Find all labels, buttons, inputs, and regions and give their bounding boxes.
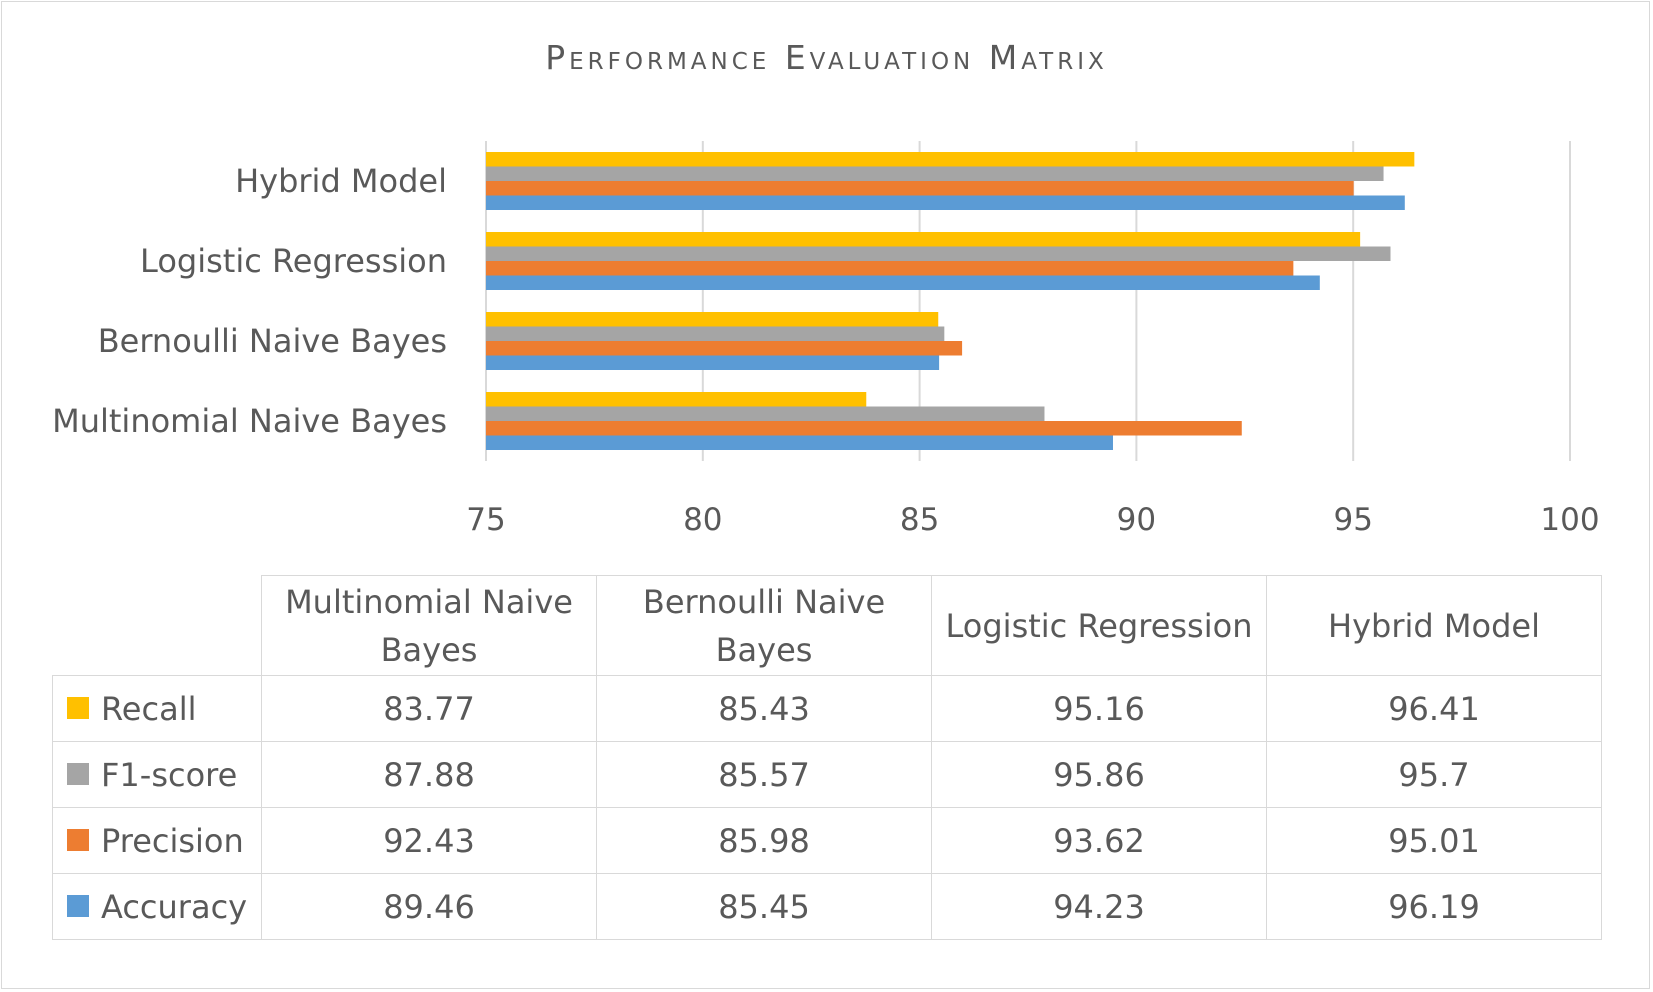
category-label: Multinomial Naive Bayes <box>52 402 447 440</box>
table-header-row: Multinomial Naive Bayes Bernoulli Naive B… <box>52 575 1602 676</box>
table-column-header: Logistic Regression <box>931 575 1267 676</box>
bar-chart: Multinomial Naive Bayes Bernoulli Naive B… <box>52 141 1600 538</box>
bar-f1-score-logistic-regression <box>486 246 1391 261</box>
x-tick-label: 90 <box>1117 502 1156 538</box>
data-table: Multinomial Naive Bayes Bernoulli Naive B… <box>52 575 1602 940</box>
table-row-recall: Recall 83.77 85.43 95.16 96.41 <box>52 675 1602 742</box>
row-header: Precision <box>52 807 262 874</box>
table-row-f1-score: F1-score 87.88 85.57 95.86 95.7 <box>52 741 1602 808</box>
legend-label: Precision <box>101 821 244 860</box>
table-column-header: Hybrid Model <box>1266 575 1602 676</box>
bar-recall-logistic-regression <box>486 232 1361 247</box>
bar-recall-hybrid-model <box>486 152 1415 167</box>
table-row-accuracy: Accuracy 89.46 85.45 94.23 96.19 <box>52 873 1602 940</box>
table-row-precision: Precision 92.43 85.98 93.62 95.01 <box>52 807 1602 874</box>
bar-accuracy-hybrid-model <box>486 195 1405 210</box>
bar-precision-logistic-regression <box>486 261 1294 276</box>
bar-f1-score-multinomial-naive-bayes <box>486 406 1045 421</box>
bar-precision-multinomial-naive-bayes <box>486 421 1242 436</box>
legend-label: F1-score <box>101 755 238 794</box>
bar-accuracy-bernoulli-naive-bayes <box>486 355 940 370</box>
bars <box>486 152 1415 450</box>
table-cell: 95.7 <box>1266 741 1602 808</box>
x-tick-label: 75 <box>466 502 505 538</box>
bar-recall-bernoulli-naive-bayes <box>486 312 939 327</box>
chart-title: Performance Evaluation Matrix <box>545 38 1108 77</box>
table-column-header: Bernoulli Naive Bayes <box>596 575 932 676</box>
x-tick-label: 80 <box>683 502 722 538</box>
row-header: Accuracy <box>52 873 262 940</box>
legend-label: Accuracy <box>101 887 248 926</box>
row-header: Recall <box>52 675 262 742</box>
bar-f1-score-bernoulli-naive-bayes <box>486 326 945 341</box>
legend-swatch-recall <box>67 696 89 719</box>
table-cell: 89.46 <box>261 873 597 940</box>
table-cell: 95.86 <box>931 741 1267 808</box>
bar-accuracy-multinomial-naive-bayes <box>486 435 1113 450</box>
bar-f1-score-hybrid-model <box>486 166 1384 181</box>
legend-label: Recall <box>101 689 197 728</box>
table-cell: 96.19 <box>1266 873 1602 940</box>
table-cell: 85.45 <box>596 873 932 940</box>
category-label: Bernoulli Naive Bayes <box>98 322 447 360</box>
x-axis-tick-labels: 75 80 85 90 95 100 <box>466 502 1599 538</box>
x-tick-label: 85 <box>900 502 939 538</box>
table-cell: 83.77 <box>261 675 597 742</box>
table-cell: 94.23 <box>931 873 1267 940</box>
category-labels: Multinomial Naive Bayes Bernoulli Naive B… <box>52 162 447 440</box>
legend-swatch-precision <box>67 828 89 851</box>
table-cell: 85.57 <box>596 741 932 808</box>
bar-precision-bernoulli-naive-bayes <box>486 341 963 356</box>
bar-recall-multinomial-naive-bayes <box>486 392 867 407</box>
table-cell: 95.16 <box>931 675 1267 742</box>
x-tick-label: 95 <box>1333 502 1372 538</box>
x-tick-label: 100 <box>1540 502 1599 538</box>
legend-swatch-f1-score <box>67 762 89 785</box>
bar-precision-hybrid-model <box>486 181 1354 196</box>
legend-swatch-accuracy <box>67 894 89 917</box>
table-cell: 87.88 <box>261 741 597 808</box>
table-corner-cell <box>52 575 262 676</box>
table-cell: 85.98 <box>596 807 932 874</box>
table-cell: 96.41 <box>1266 675 1602 742</box>
table-cell: 95.01 <box>1266 807 1602 874</box>
table-cell: 92.43 <box>261 807 597 874</box>
category-label: Logistic Regression <box>140 242 447 280</box>
category-label: Hybrid Model <box>235 162 447 200</box>
table-column-header: Multinomial Naive Bayes <box>261 575 597 676</box>
table-cell: 93.62 <box>931 807 1267 874</box>
bar-accuracy-logistic-regression <box>486 275 1320 290</box>
table-cell: 85.43 <box>596 675 932 742</box>
row-header: F1-score <box>52 741 262 808</box>
